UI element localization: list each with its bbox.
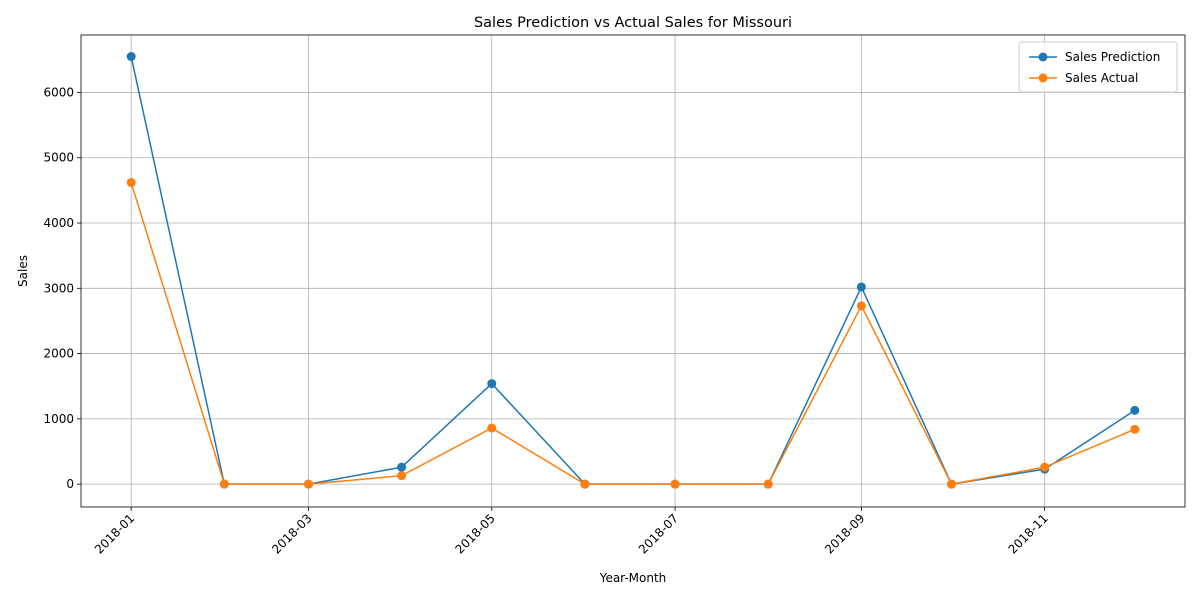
- legend-box: [1018, 41, 1178, 93]
- data-point: [580, 479, 590, 489]
- y-tick-label: 2000: [43, 347, 74, 361]
- data-point: [397, 462, 407, 472]
- data-point: [126, 52, 136, 62]
- data-point: [303, 479, 313, 489]
- x-tick-label: 2018-01: [92, 511, 137, 556]
- series-layer: [126, 52, 1140, 489]
- data-point: [1130, 405, 1140, 415]
- legend-label: Sales Prediction: [1065, 50, 1160, 64]
- data-point: [487, 379, 497, 389]
- legend-marker: [1038, 52, 1048, 62]
- data-point: [856, 301, 866, 311]
- ticks: 2018-01 2018-03 2018-05 2018-07 2018-09 2018-…: [43, 85, 1050, 556]
- y-tick-label: 6000: [43, 85, 74, 99]
- data-point: [219, 479, 229, 489]
- x-tick-label: 2018-11: [1005, 511, 1050, 556]
- legend-marker: [1038, 73, 1048, 83]
- x-tick-label: 2018-09: [822, 511, 867, 556]
- series-line-actual: [130, 182, 1136, 485]
- x-tick-label: 2018-03: [269, 511, 314, 556]
- y-tick-label: 3000: [43, 281, 74, 295]
- legend-label: Sales Actual: [1065, 71, 1138, 85]
- data-point: [947, 479, 957, 489]
- plot-frame: [80, 34, 1186, 508]
- data-point: [763, 479, 773, 489]
- y-tick-label: 4000: [43, 216, 74, 230]
- data-point: [670, 479, 680, 489]
- data-point: [397, 471, 407, 481]
- y-tick-label: 1000: [43, 412, 74, 426]
- data-point: [1130, 424, 1140, 434]
- series-line-prediction: [130, 56, 1136, 485]
- grid: [81, 35, 1185, 507]
- x-tick-label: 2018-05: [453, 511, 498, 556]
- y-tick-label: 5000: [43, 151, 74, 165]
- data-point: [1040, 462, 1050, 472]
- y-axis-label: Sales: [16, 255, 30, 287]
- y-tick-label: 0: [66, 477, 74, 491]
- chart-title: Sales Prediction vs Actual Sales for Mis…: [474, 15, 792, 31]
- legend: Sales Prediction Sales Actual: [1018, 41, 1178, 93]
- data-point: [856, 282, 866, 292]
- data-point: [126, 178, 136, 188]
- data-point: [487, 423, 497, 433]
- x-tick-label: 2018-07: [636, 511, 681, 556]
- x-axis-label: Year-Month: [599, 571, 667, 585]
